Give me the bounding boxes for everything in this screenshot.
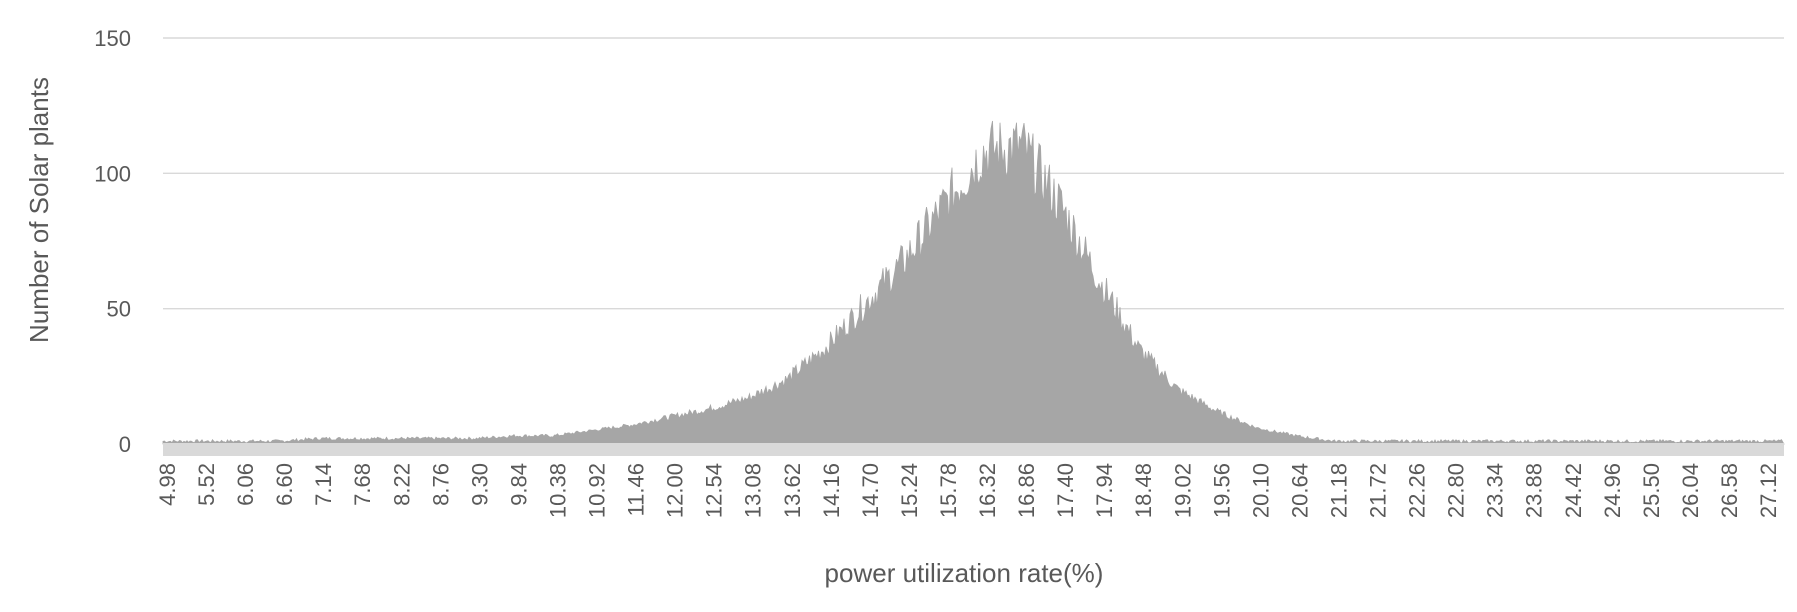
y-tick-label: 0	[119, 432, 131, 457]
x-tick-label: 7.14	[311, 463, 336, 506]
x-tick-label: 8.76	[428, 463, 453, 506]
x-tick-label: 9.84	[506, 463, 531, 506]
x-tick-label: 5.52	[194, 463, 219, 506]
x-tick-label: 7.68	[350, 463, 375, 506]
x-tick-label: 10.92	[585, 463, 610, 518]
x-tick-label: 17.94	[1092, 463, 1117, 518]
y-tick-label: 50	[107, 297, 131, 322]
y-tick-label: 150	[94, 26, 131, 51]
y-tick-labels: 0 50 100 150	[94, 26, 131, 457]
x-tick-label: 10.38	[546, 463, 571, 518]
x-tick-label: 21.18	[1327, 463, 1352, 518]
x-tick-label: 16.32	[975, 463, 1000, 518]
x-tick-label: 19.56	[1209, 463, 1234, 518]
x-tick-label: 4.98	[155, 463, 180, 506]
x-tick-labels: 4.98 5.52 6.06 6.60 7.14 7.68 8.22 8.76 9.30 9.84…	[155, 463, 1781, 518]
x-tick-label: 22.80	[1444, 463, 1469, 518]
x-tick-label: 24.42	[1561, 463, 1586, 518]
x-tick-label: 15.24	[897, 463, 922, 518]
x-tick-label: 20.64	[1287, 463, 1312, 518]
x-tick-label: 26.58	[1717, 463, 1742, 518]
x-tick-label: 6.06	[233, 463, 258, 506]
x-tick-label: 20.10	[1248, 463, 1273, 518]
x-tick-label: 27.12	[1756, 463, 1781, 518]
x-tick-label: 14.16	[819, 463, 844, 518]
x-tick-label: 22.26	[1405, 463, 1430, 518]
x-tick-label: 17.40	[1053, 463, 1078, 518]
x-tick-label: 8.22	[389, 463, 414, 506]
y-axis-title: Number of Solar plants	[24, 77, 54, 343]
x-axis-title: power utilization rate(%)	[825, 558, 1104, 588]
x-tick-label: 25.50	[1639, 463, 1664, 518]
x-tick-label: 11.46	[624, 463, 649, 516]
x-tick-label: 24.96	[1600, 463, 1625, 518]
x-tick-label: 9.30	[467, 463, 492, 506]
x-tick-label: 19.02	[1170, 463, 1195, 518]
series-area	[162, 120, 1785, 445]
x-tick-label: 15.78	[936, 463, 961, 518]
x-tick-label: 21.72	[1366, 463, 1391, 518]
x-tick-label: 23.88	[1522, 463, 1547, 518]
x-tick-label: 12.00	[663, 463, 688, 518]
x-tick-label: 13.08	[741, 463, 766, 518]
x-tick-label: 23.34	[1483, 463, 1508, 518]
x-axis-baseline	[163, 443, 1784, 456]
x-tick-label: 12.54	[702, 463, 727, 518]
distribution-area	[162, 120, 1785, 445]
x-tick-label: 26.04	[1678, 463, 1703, 518]
x-tick-label: 18.48	[1131, 463, 1156, 518]
x-tick-label: 16.86	[1014, 463, 1039, 518]
x-tick-label: 14.70	[858, 463, 883, 518]
x-tick-label: 13.62	[780, 463, 805, 518]
x-tick-label: 6.60	[272, 463, 297, 506]
y-tick-label: 100	[94, 161, 131, 186]
